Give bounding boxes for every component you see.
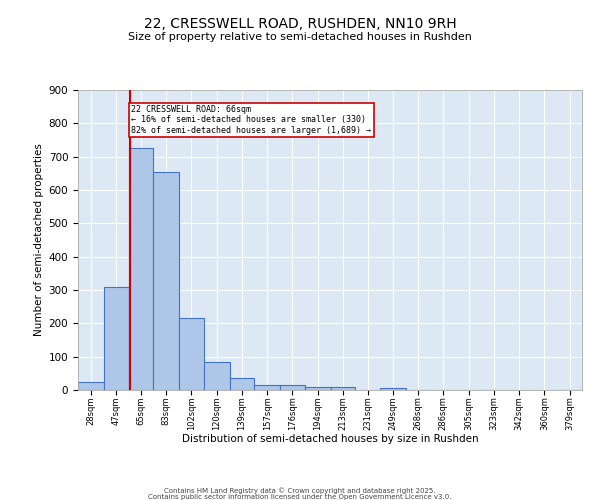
Text: Size of property relative to semi-detached houses in Rushden: Size of property relative to semi-detach… (128, 32, 472, 42)
Text: 22 CRESSWELL ROAD: 66sqm
← 16% of semi-detached houses are smaller (330)
82% of : 22 CRESSWELL ROAD: 66sqm ← 16% of semi-d… (131, 105, 371, 135)
Bar (104, 286, 128, 390)
Bar (203, 362, 230, 390)
Bar (179, 318, 203, 390)
Text: Contains HM Land Registry data © Crown copyright and database right 2025.: Contains HM Land Registry data © Crown c… (164, 487, 436, 494)
Bar (153, 172, 179, 390)
Bar (128, 148, 153, 390)
Bar (380, 388, 406, 390)
Y-axis label: Number of semi-detached properties: Number of semi-detached properties (34, 144, 44, 336)
Text: 22, CRESSWELL ROAD, RUSHDEN, NN10 9RH: 22, CRESSWELL ROAD, RUSHDEN, NN10 9RH (143, 18, 457, 32)
Bar (331, 388, 355, 390)
Text: Contains public sector information licensed under the Open Government Licence v3: Contains public sector information licen… (148, 494, 452, 500)
X-axis label: Distribution of semi-detached houses by size in Rushden: Distribution of semi-detached houses by … (182, 434, 478, 444)
Bar (305, 386, 331, 390)
Bar (78, 382, 104, 390)
Bar (280, 385, 305, 390)
Bar (230, 378, 254, 390)
Bar (254, 385, 280, 390)
